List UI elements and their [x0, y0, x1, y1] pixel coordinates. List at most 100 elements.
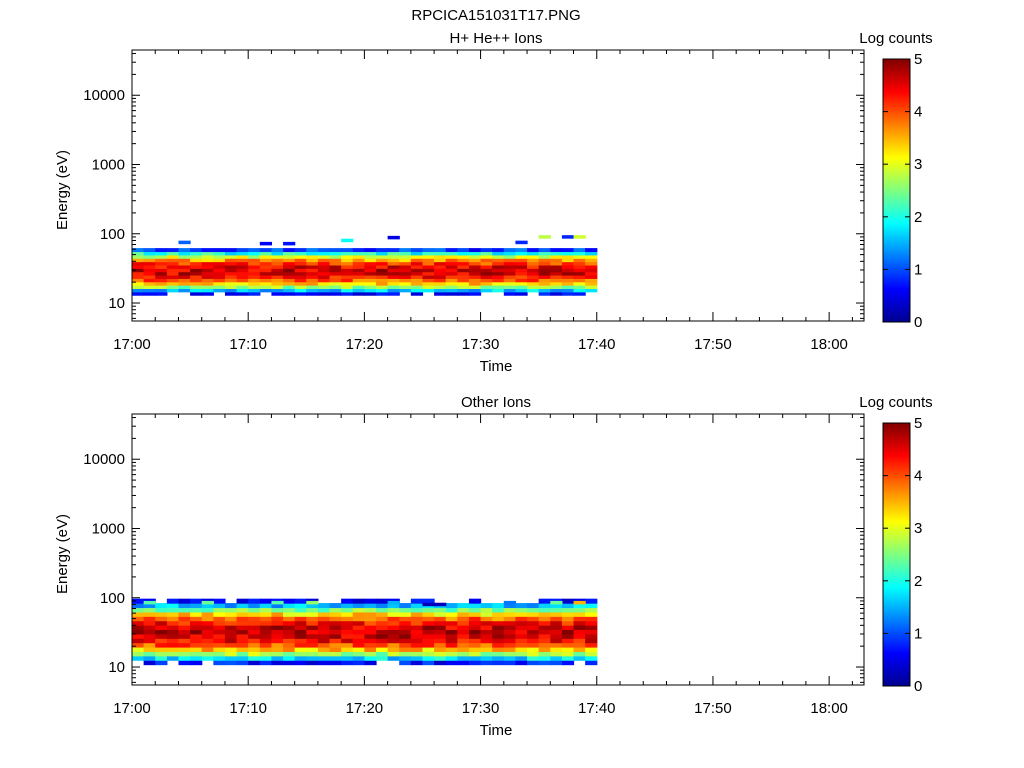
- heatmap-cell: [585, 268, 598, 273]
- heatmap-cell: [201, 646, 214, 652]
- panel-h-he-ions: H+ He++ Ions Log counts Time Energy (eV)…: [54, 30, 933, 375]
- heatmap-cell: [468, 288, 482, 293]
- heatmap-cell: [387, 288, 400, 293]
- heatmap-cell: [317, 268, 331, 273]
- heatmap-cell: [527, 254, 540, 259]
- heatmap-cell: [166, 264, 180, 269]
- heatmap-cell: [561, 268, 575, 273]
- heatmap-cell: [364, 281, 377, 286]
- heatmap-cell: [573, 261, 586, 266]
- heatmap-cell: [399, 616, 412, 622]
- heatmap-cell: [515, 291, 528, 296]
- heatmap-spike: [201, 600, 214, 605]
- heatmap-cell: [585, 261, 598, 266]
- heatmap-cell: [306, 646, 319, 652]
- heatmap-cell: [166, 248, 180, 253]
- heatmap-cell: [213, 268, 226, 273]
- heatmap-cell: [143, 611, 156, 617]
- heatmap-cell: [538, 288, 551, 293]
- heatmap-cell: [515, 629, 528, 635]
- heatmap-cell: [468, 598, 482, 604]
- x-tick-label: 18:00: [810, 336, 848, 353]
- heatmap-cell: [387, 603, 400, 609]
- heatmap-cell: [166, 655, 180, 661]
- heatmap-cell: [585, 254, 598, 259]
- heatmap-cell: [515, 655, 528, 661]
- heatmap-cell: [480, 611, 493, 617]
- heatmap-spike: [434, 602, 447, 607]
- heatmap-cell: [410, 633, 424, 639]
- heatmap-cell: [166, 651, 180, 657]
- heatmap-cell: [550, 633, 563, 639]
- heatmap-cell: [457, 248, 470, 253]
- heatmap-cell: [178, 268, 191, 273]
- heatmap-cell: [341, 261, 354, 266]
- heatmap-cell: [271, 651, 284, 657]
- heatmap-cell: [573, 288, 586, 293]
- heatmap-cell: [445, 616, 458, 622]
- heatmap-cell: [573, 258, 586, 263]
- heatmap-cell: [527, 611, 540, 617]
- heatmap-cell: [329, 278, 342, 283]
- heatmap-cell: [352, 261, 365, 266]
- heatmap-cell: [422, 268, 435, 273]
- heatmap-cell: [492, 625, 505, 631]
- heatmap-cell: [480, 278, 493, 283]
- heatmap-cell: [178, 274, 191, 279]
- heatmap-cell: [445, 251, 458, 256]
- heatmap-cell: [259, 655, 273, 661]
- heatmap-cell: [445, 281, 458, 286]
- heatmap-cell: [538, 607, 551, 613]
- heatmap-cell: [434, 638, 447, 644]
- heatmap-cell: [376, 251, 389, 256]
- heatmap-cell: [445, 271, 458, 276]
- heatmap-cell: [271, 278, 284, 283]
- heatmap-cell: [561, 603, 575, 609]
- heatmap-cell: [341, 646, 354, 652]
- heatmap-cell: [236, 271, 249, 276]
- heatmap-area: [132, 598, 598, 666]
- heatmap-cell: [236, 620, 249, 626]
- heatmap-cell: [515, 620, 528, 626]
- heatmap-cell: [294, 288, 307, 293]
- heatmap-cell: [248, 285, 261, 290]
- heatmap-cell: [503, 271, 517, 276]
- heatmap-cell: [248, 616, 261, 622]
- heatmap-cell: [178, 660, 191, 666]
- x-tick-label: 17:50: [694, 336, 732, 353]
- heatmap-cell: [527, 271, 540, 276]
- heatmap-cell: [376, 278, 389, 283]
- heatmap-cell: [166, 607, 180, 613]
- heatmap-cell: [306, 616, 319, 622]
- heatmap-cell: [527, 625, 540, 631]
- heatmap-cell: [410, 642, 424, 648]
- heatmap-cell: [143, 607, 156, 613]
- heatmap-cell: [410, 285, 424, 290]
- heatmap-cell: [352, 291, 365, 296]
- heatmap-cell: [399, 638, 412, 644]
- heatmap-cell: [399, 285, 412, 290]
- heatmap-cell: [515, 285, 528, 290]
- heatmap-cell: [527, 288, 540, 293]
- heatmap-cell: [306, 655, 319, 661]
- heatmap-cell: [224, 278, 238, 283]
- heatmap-cell: [457, 285, 470, 290]
- heatmap-cell: [236, 251, 249, 256]
- heatmap-cell: [457, 264, 470, 269]
- heatmap-cell: [317, 629, 331, 635]
- heatmap-cell: [190, 611, 203, 617]
- heatmap-cell: [387, 616, 400, 622]
- heatmap-cell: [585, 598, 598, 604]
- heatmap-cell: [283, 611, 296, 617]
- heatmap-cell: [190, 638, 203, 644]
- heatmap-cell: [166, 271, 180, 276]
- heatmap-cell: [259, 625, 273, 631]
- heatmap-cell: [166, 261, 180, 266]
- colorbar-tick-label: 2: [914, 573, 922, 590]
- heatmap-cell: [236, 258, 249, 263]
- heatmap-cell: [283, 261, 296, 266]
- heatmap-cell: [527, 285, 540, 290]
- heatmap-cell: [480, 261, 493, 266]
- heatmap-cell: [132, 254, 145, 259]
- heatmap-cell: [387, 607, 400, 613]
